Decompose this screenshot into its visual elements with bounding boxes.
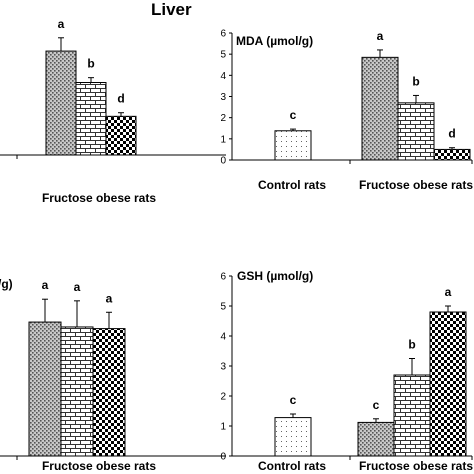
y-tick-label: 0 bbox=[220, 452, 226, 463]
significance-letter: c bbox=[290, 393, 297, 407]
group-label: Fructose obese rats bbox=[42, 191, 156, 205]
y-tick-label: 6 bbox=[220, 272, 226, 283]
bar bbox=[92, 328, 126, 457]
y-tick-label: 4 bbox=[220, 71, 226, 82]
y-tick-label: 6 bbox=[220, 29, 226, 40]
y-tick-label: 3 bbox=[220, 362, 226, 373]
y-tick-label: 2 bbox=[220, 113, 226, 124]
group-label: Fructose obese rats bbox=[42, 459, 156, 473]
significance-letter: a bbox=[445, 285, 452, 299]
significance-letter: a bbox=[106, 291, 113, 305]
chart-gsh: 0 1 2 3 4 5 6 GSH (µmol/g) Control rats c Fructose… bbox=[220, 269, 473, 473]
y-tick-label: 3 bbox=[220, 92, 226, 103]
bar bbox=[105, 115, 137, 156]
y-tick-label: 5 bbox=[220, 302, 226, 313]
bar bbox=[60, 326, 94, 457]
significance-letter: a bbox=[42, 278, 49, 292]
significance-letter: b bbox=[412, 74, 419, 88]
bar bbox=[429, 311, 467, 457]
bar bbox=[75, 82, 107, 156]
y-tick-label: 2 bbox=[220, 392, 226, 403]
bar bbox=[393, 374, 431, 457]
bar bbox=[45, 50, 77, 156]
y-tick-label: 5 bbox=[220, 50, 226, 61]
significance-letter: a bbox=[377, 29, 384, 43]
significance-letter: a bbox=[58, 17, 65, 31]
chart-mda: 0 1 2 3 4 5 6 MDA (µmol/g) Control rats c Fructose… bbox=[220, 29, 473, 193]
group-label: Control rats bbox=[258, 459, 326, 473]
significance-letter: b bbox=[87, 57, 94, 71]
bar bbox=[357, 421, 395, 457]
bar bbox=[397, 102, 435, 161]
y-axis-label: /g) bbox=[0, 277, 13, 291]
y-tick-label: 1 bbox=[220, 422, 226, 433]
group-label: Fructose obese rats bbox=[359, 459, 473, 473]
bar bbox=[28, 321, 62, 457]
bar bbox=[274, 130, 312, 161]
figure-title: Liver bbox=[151, 0, 192, 19]
y-tick-label: 0 bbox=[220, 156, 226, 167]
significance-letter: b bbox=[408, 338, 415, 352]
y-tick-label: 1 bbox=[220, 134, 226, 145]
group-label: Fructose obese rats bbox=[359, 178, 473, 192]
significance-letter: d bbox=[117, 92, 124, 106]
significance-letter: d bbox=[448, 127, 455, 141]
y-tick-label: 4 bbox=[220, 332, 226, 343]
y-axis-label: GSH (µmol/g) bbox=[237, 269, 313, 283]
significance-letter: a bbox=[74, 280, 81, 294]
significance-letter: c bbox=[373, 398, 380, 412]
bar bbox=[274, 417, 312, 457]
group-label: Control rats bbox=[258, 178, 326, 192]
significance-letter: c bbox=[290, 108, 297, 122]
y-axis-label: MDA (µmol/g) bbox=[236, 34, 313, 48]
bar bbox=[433, 148, 471, 161]
bar bbox=[361, 56, 399, 161]
